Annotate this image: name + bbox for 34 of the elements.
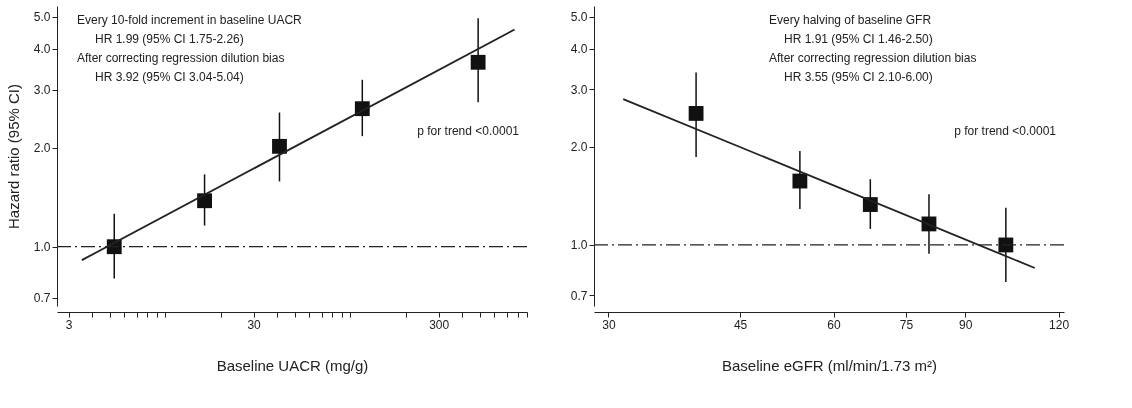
annotation: p for trend <0.0001 (954, 124, 1057, 138)
x-tick-label: 90 (959, 317, 973, 332)
x-tick-label: 75 (899, 317, 914, 332)
x-tick-label: 3 (65, 317, 73, 332)
y-tick-label: 3.0 (570, 82, 588, 97)
y-tick-label: 5.0 (570, 10, 588, 25)
y-tick-label: 5.0 (33, 10, 51, 25)
y-tick-label: 2.0 (570, 140, 588, 155)
annotation: HR 3.92 (95% CI 3.04-5.04) (95, 70, 244, 84)
y-tick-label: 4.0 (33, 42, 51, 57)
y-tick-label: 1.0 (570, 238, 588, 253)
y-tick-label: 2.0 (33, 141, 51, 156)
y-tick-label: 3.0 (33, 83, 51, 98)
y-tick-label: 4.0 (570, 42, 588, 57)
y-tick-label: 1.0 (33, 240, 51, 255)
annotation: HR 1.91 (95% CI 1.46-2.50) (784, 32, 933, 46)
x-tick-label: 30 (602, 317, 616, 332)
annotation: HR 3.55 (95% CI 2.10-6.00) (784, 70, 933, 84)
x-tick-label: 60 (827, 317, 841, 332)
x-tick-label: 300 (429, 317, 450, 332)
y-tick-label: 0.7 (570, 289, 588, 303)
annotation: Every halving of baseline GFR (769, 13, 932, 27)
y-axis-title: Hazard ratio (95% CI) (4, 83, 22, 230)
annotation: HR 1.99 (95% CI 1.75-2.26) (95, 32, 244, 46)
x-axis-title: Baseline eGFR (ml/min/1.73 m²) (721, 356, 938, 374)
y-tick-label: 0.7 (33, 291, 51, 306)
annotation: After correcting regression dilution bias (77, 51, 285, 65)
x-tick-label: 120 (1049, 317, 1070, 332)
annotation: Every 10-fold increment in baseline UACR (77, 13, 303, 27)
annotation: p for trend <0.0001 (417, 124, 520, 138)
annotation: After correcting regression dilution bias (769, 51, 977, 65)
x-tick-label: 45 (733, 317, 748, 332)
x-tick-label: 30 (247, 317, 262, 332)
x-axis-title: Baseline UACR (mg/g) (216, 356, 369, 374)
